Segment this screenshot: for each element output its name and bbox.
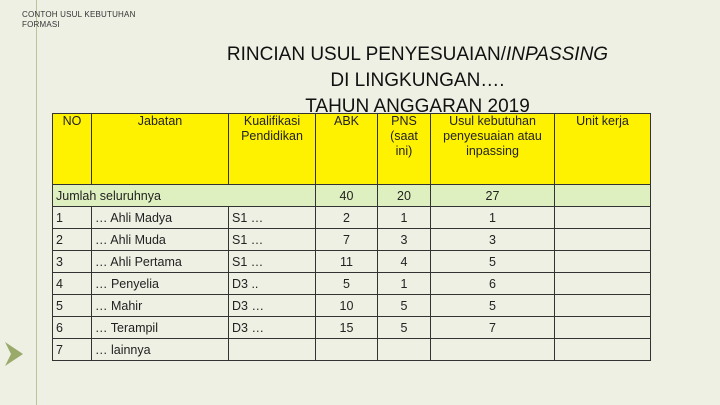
table-row: 2… Ahli Muda S1 … 7 3 3 — [52, 228, 651, 251]
table-row: 3… Ahli Pertama S1 … 11 4 5 — [52, 250, 651, 273]
cell-jabatan: … Mahir — [91, 294, 229, 317]
summary-label: Jumlah seluruhnya — [52, 184, 316, 207]
cell-usul — [430, 338, 555, 361]
usul-table: NO Jabatan Kualifikasi Pendidikan ABK PN… — [52, 113, 651, 361]
cell-unit — [554, 316, 651, 339]
cell-pns: 3 — [377, 228, 431, 251]
summary-pns: 20 — [377, 184, 431, 207]
cell-pns: 5 — [377, 316, 431, 339]
header-row: NO Jabatan Kualifikasi Pendidikan ABK PN… — [52, 113, 651, 185]
header-jabatan: Jabatan — [91, 113, 229, 185]
cell-usul: 5 — [430, 294, 555, 317]
summary-row: Jumlah seluruhnya 40 20 27 — [52, 184, 651, 207]
cell-jabatan: … Ahli Pertama — [91, 250, 229, 273]
cell-no: 5 — [52, 294, 92, 317]
cell-usul: 5 — [430, 250, 555, 273]
cell-abk: 11 — [315, 250, 378, 273]
cell-unit — [554, 206, 651, 229]
title-line-1: RINCIAN USUL PENYESUAIAN/INPASSING — [175, 42, 660, 68]
header-pns: PNS (saat ini) — [377, 113, 431, 185]
title-line-2: DI LINGKUNGAN…. — [330, 70, 505, 91]
cell-kualifikasi: D3 … — [228, 316, 316, 339]
cell-usul: 6 — [430, 272, 555, 295]
cell-unit — [554, 228, 651, 251]
summary-usul: 27 — [430, 184, 555, 207]
arrow-right-icon — [5, 342, 23, 366]
cell-unit — [554, 272, 651, 295]
cell-pns: 1 — [377, 206, 431, 229]
table-row: 7… lainnya — [52, 338, 651, 361]
cell-pns: 4 — [377, 250, 431, 273]
cell-abk — [315, 338, 378, 361]
cell-kualifikasi: D3 … — [228, 294, 316, 317]
corner-note: CONTOH USUL KEBUTUHAN FORMASI — [22, 10, 136, 29]
cell-no: 4 — [52, 272, 92, 295]
page-title: RINCIAN USUL PENYESUAIAN/INPASSING DI LI… — [175, 42, 660, 120]
header-usul: Usul kebutuhan penyesuaian atau inpassin… — [430, 113, 555, 185]
cell-abk: 2 — [315, 206, 378, 229]
cell-kualifikasi: D3 .. — [228, 272, 316, 295]
cell-jabatan: … lainnya — [91, 338, 229, 361]
cell-unit — [554, 250, 651, 273]
cell-kualifikasi — [228, 338, 316, 361]
cell-jabatan: … Penyelia — [91, 272, 229, 295]
summary-abk: 40 — [315, 184, 378, 207]
cell-pns: 1 — [377, 272, 431, 295]
cell-jabatan: … Terampil — [91, 316, 229, 339]
cell-no: 7 — [52, 338, 92, 361]
title-line-1-italic: INPASSING — [506, 44, 609, 65]
cell-unit — [554, 338, 651, 361]
left-margin-rule — [36, 0, 37, 405]
header-unit: Unit kerja — [554, 113, 651, 185]
table-row: 1… Ahli Madya S1 … 2 1 1 — [52, 206, 651, 229]
cell-jabatan: … Ahli Muda — [91, 228, 229, 251]
cell-usul: 3 — [430, 228, 555, 251]
header-kualifikasi: Kualifikasi Pendidikan — [228, 113, 316, 185]
table-row: 6… Terampil D3 … 15 5 7 — [52, 316, 651, 339]
cell-abk: 7 — [315, 228, 378, 251]
cell-jabatan: … Ahli Madya — [91, 206, 229, 229]
cell-no: 6 — [52, 316, 92, 339]
summary-unit — [554, 184, 651, 207]
cell-no: 3 — [52, 250, 92, 273]
cell-no: 2 — [52, 228, 92, 251]
cell-usul: 1 — [430, 206, 555, 229]
cell-pns: 5 — [377, 294, 431, 317]
table-row: 4… Penyelia D3 .. 5 1 6 — [52, 272, 651, 295]
cell-usul: 7 — [430, 316, 555, 339]
cell-unit — [554, 294, 651, 317]
title-line-3: TAHUN ANGGARAN 2019 — [305, 96, 530, 117]
cell-abk: 10 — [315, 294, 378, 317]
cell-abk: 5 — [315, 272, 378, 295]
cell-kualifikasi: S1 … — [228, 228, 316, 251]
header-abk: ABK — [315, 113, 378, 185]
cell-no: 1 — [52, 206, 92, 229]
cell-kualifikasi: S1 … — [228, 250, 316, 273]
cell-kualifikasi: S1 … — [228, 206, 316, 229]
header-no: NO — [52, 113, 92, 185]
title-line-1-prefix: RINCIAN USUL PENYESUAIAN/ — [226, 44, 507, 65]
cell-abk: 15 — [315, 316, 378, 339]
cell-pns — [377, 338, 431, 361]
table-row: 5… Mahir D3 … 10 5 5 — [52, 294, 651, 317]
